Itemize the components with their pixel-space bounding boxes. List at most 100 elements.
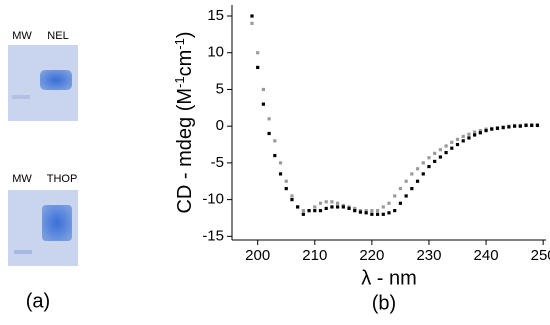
y-axis-label-part: CD - mdeg (M: [174, 88, 196, 214]
x-tick-label: 220: [359, 247, 384, 264]
data-point: [450, 140, 454, 144]
data-point: [301, 209, 305, 213]
y-tick-label: 15: [207, 7, 224, 24]
data-point: [381, 212, 385, 216]
data-point: [421, 161, 425, 165]
data-point: [433, 159, 437, 164]
marker-band: [12, 95, 30, 99]
data-point: [461, 139, 465, 143]
data-point: [370, 209, 374, 213]
data-point: [336, 201, 340, 205]
data-point: [393, 194, 397, 198]
lane-label: THOP: [47, 173, 78, 185]
data-point: [415, 179, 420, 183]
data-point: [535, 123, 540, 128]
y-tick-label: 5: [216, 80, 224, 97]
data-point: [530, 123, 534, 128]
data-point: [273, 139, 277, 143]
data-point: [284, 179, 288, 183]
data-point: [301, 212, 305, 216]
data-point: [364, 211, 368, 215]
data-point: [461, 134, 465, 139]
lane-label: MW: [12, 30, 32, 42]
data-point: [336, 205, 340, 209]
data-point: [256, 51, 260, 55]
data-point: [290, 194, 294, 198]
data-point: [290, 198, 294, 202]
x-tick-label: 240: [474, 247, 499, 264]
data-point: [467, 132, 471, 136]
data-point: [398, 201, 403, 205]
data-point: [358, 210, 363, 214]
data-point: [518, 124, 522, 128]
data-point: [450, 146, 454, 150]
data-point: [313, 209, 317, 213]
data-point: [324, 200, 328, 204]
y-axis-label: CD - mdeg (M-1cm-1): [172, 31, 196, 213]
data-point: [278, 172, 283, 176]
data-point: [484, 128, 488, 133]
data-point: [513, 124, 517, 128]
data-point: [296, 205, 300, 209]
data-point: [353, 206, 357, 211]
plot: -15 -10 -5 0 5 10 15 200 210 220 230 240 250 λ - nm CD…: [172, 5, 550, 289]
data-point: [478, 128, 482, 133]
data-point: [370, 212, 374, 216]
data-point: [404, 179, 408, 183]
y-axis-label-part: ): [174, 31, 196, 38]
data-point: [478, 131, 482, 135]
data-point: [524, 123, 528, 128]
gel-a: MW NEL: [8, 30, 78, 121]
data-point: [473, 130, 477, 134]
y-axis-label-part: cm: [174, 50, 196, 77]
data-point: [393, 209, 397, 213]
data-point: [410, 172, 414, 176]
data-point: [387, 211, 391, 215]
data-point: [495, 126, 500, 130]
data-point: [273, 153, 277, 158]
data-point: [387, 201, 391, 205]
data-point: [438, 155, 442, 159]
data-point: [347, 206, 351, 211]
data-point: [455, 142, 460, 147]
data-point: [490, 127, 494, 131]
marker-band: [14, 250, 32, 254]
data-point: [284, 186, 288, 191]
data-point: [278, 161, 283, 165]
data-point: [353, 209, 357, 213]
y-tick-label: 0: [216, 117, 224, 134]
lane-label: NEL: [47, 30, 68, 42]
protein-band: [40, 70, 72, 90]
y-axis-label-part: -1: [172, 76, 187, 88]
panel-label: (a): [26, 290, 50, 312]
data-point: [267, 131, 271, 136]
data-point: [261, 87, 265, 92]
data-point: [250, 14, 254, 18]
panel-label: (b): [372, 292, 396, 314]
data-point: [444, 144, 448, 148]
data-point: [330, 205, 334, 209]
data-point: [404, 194, 408, 198]
data-point: [318, 209, 323, 213]
x-tick-label: 250: [531, 247, 550, 264]
x-tick-label: 230: [416, 247, 441, 264]
lane-label: MW: [12, 173, 32, 185]
data-point: [375, 209, 380, 213]
data-point: [256, 65, 260, 70]
data-point: [427, 164, 431, 169]
data-point: [267, 117, 271, 121]
data-point: [473, 133, 477, 137]
y-tick-label: -10: [202, 191, 224, 208]
data-point: [507, 125, 511, 129]
data-point: [467, 136, 471, 140]
data-point: [444, 151, 448, 155]
data-point: [341, 205, 345, 209]
data-point: [330, 200, 334, 204]
data-point: [313, 205, 317, 209]
data-point: [415, 167, 420, 171]
data-point: [307, 209, 311, 213]
y-tick-label: -5: [211, 154, 224, 171]
y-tick-label: 10: [207, 44, 224, 61]
data-point: [250, 21, 254, 25]
